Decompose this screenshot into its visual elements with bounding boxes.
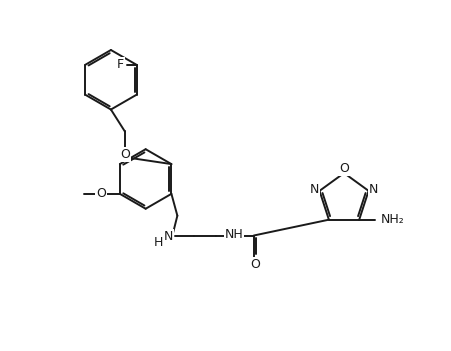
Text: H: H	[153, 236, 163, 249]
Text: NH₂: NH₂	[380, 213, 404, 226]
Text: O: O	[249, 258, 259, 271]
Text: O: O	[96, 187, 106, 200]
Text: O: O	[338, 161, 348, 174]
Text: N: N	[309, 183, 318, 196]
Text: O: O	[120, 148, 129, 161]
Text: N: N	[368, 183, 377, 196]
Text: F: F	[116, 58, 124, 71]
Text: N: N	[163, 230, 173, 243]
Text: NH: NH	[224, 228, 243, 241]
